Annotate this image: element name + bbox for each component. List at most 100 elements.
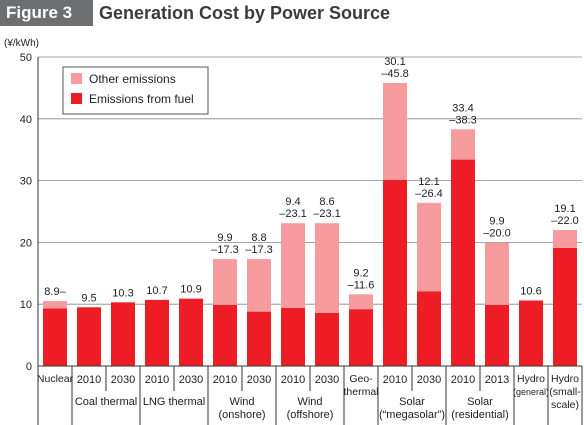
bar-fuel-nuclear — [43, 308, 67, 366]
data-label-hydro-general: 10.6 — [520, 285, 541, 297]
data-label-res-2013: 9.9 — [489, 215, 504, 227]
x-year-label: 2010 — [145, 374, 169, 386]
data-label-wind-on-2010: 9.9 — [217, 232, 232, 244]
y-tick-label: 50 — [20, 52, 32, 64]
x-year-label: 2010 — [383, 374, 407, 386]
x-year-label: 2010 — [451, 374, 475, 386]
x-year-label: 2030 — [417, 374, 441, 386]
bar-fuel-lng-2010 — [145, 299, 169, 366]
figure-badge: Figure 3 — [0, 0, 93, 26]
data-label-wind-off-2030: –23.1 — [313, 208, 341, 220]
bar-fuel-mega-2010 — [383, 179, 407, 366]
data-label-coal-2010: 9.5 — [81, 292, 96, 304]
bar-other-mega-2030 — [417, 202, 441, 292]
data-label-wind-on-2010: –17.3 — [211, 244, 239, 256]
bar-other-wind-on-2010 — [213, 259, 237, 305]
bar-other-wind-off-2010 — [281, 223, 305, 308]
bar-fuel-geothermal — [349, 309, 373, 366]
bar-fuel-lng-2030 — [179, 298, 203, 366]
x-year-label: 2010 — [281, 374, 305, 386]
bar-other-mega-2010 — [383, 82, 407, 180]
bar-fuel-wind-off-2010 — [281, 307, 305, 366]
x-category-label: Solar — [467, 396, 493, 408]
bar-fuel-res-2013 — [485, 304, 509, 366]
bars — [43, 82, 577, 366]
bar-fuel-coal-2030 — [111, 302, 135, 366]
x-category-label: Wind — [229, 396, 254, 408]
bar-other-wind-off-2030 — [315, 223, 339, 313]
y-tick-label: 10 — [20, 299, 32, 311]
bar-fuel-wind-on-2010 — [213, 304, 237, 366]
x-category-label: Hydro — [517, 373, 545, 385]
x-category-label: Coal thermal — [75, 396, 137, 408]
bar-other-wind-on-2030 — [247, 259, 271, 312]
data-label-mega-2030: 12.1 — [418, 176, 439, 188]
bar-other-nuclear — [43, 301, 67, 309]
x-category-label: Nuclear — [37, 373, 74, 385]
y-tick-label: 20 — [20, 237, 32, 249]
x-year-label: 2030 — [179, 374, 203, 386]
data-label-lng-2010: 10.7 — [146, 285, 167, 297]
data-label-mega-2010: –45.8 — [381, 68, 409, 80]
legend: Other emissions Emissions from fuel — [62, 66, 209, 115]
x-year-label: 2010 — [213, 374, 237, 386]
x-year-label: 2030 — [111, 374, 135, 386]
legend-label-other: Other emissions — [89, 72, 176, 86]
data-label-geothermal: –11.6 — [348, 279, 375, 291]
chart-title: Generation Cost by Power Source — [99, 3, 391, 23]
x-category-label: (general) — [513, 387, 549, 397]
data-label-wind-off-2010: –23.1 — [279, 208, 307, 220]
data-label-wind-on-2030: 8.8 — [251, 232, 266, 244]
data-label-coal-2030: 10.3 — [112, 287, 133, 299]
bar-fuel-res-2010 — [451, 159, 475, 366]
y-axis-unit-label: (¥/kWh) — [4, 38, 39, 49]
x-year-label: 2013 — [485, 374, 509, 386]
y-tick-label: 40 — [20, 114, 32, 126]
x-category-label: Geo- — [349, 373, 373, 385]
bar-other-geothermal — [349, 294, 373, 310]
x-category-label: thermal — [343, 386, 378, 398]
x-year-label: 2010 — [77, 374, 101, 386]
bar-other-res-2010 — [451, 129, 475, 160]
data-label-wind-on-2030: –17.3 — [245, 244, 273, 256]
x-category-label: (onshore) — [218, 409, 265, 421]
y-tick-label: 30 — [20, 176, 32, 188]
x-category-label: (residential) — [451, 409, 508, 421]
legend-label-fuel: Emissions from fuel — [89, 92, 194, 106]
x-category-label: LNG thermal — [143, 396, 205, 408]
y-tick-label: 0 — [26, 361, 32, 373]
data-label-hydro-small: 19.1 — [554, 203, 575, 215]
x-year-label: 2030 — [315, 374, 339, 386]
x-category-label: Hydro — [551, 373, 579, 385]
x-category-label: (small- — [549, 386, 581, 398]
x-category-label: Wind — [297, 396, 322, 408]
legend-box — [62, 66, 209, 115]
legend-swatch-other — [71, 73, 82, 84]
x-category-label: scale) — [551, 399, 579, 411]
data-label-geothermal: 9.2 — [353, 267, 368, 279]
bar-fuel-coal-2010 — [77, 307, 101, 366]
data-label-res-2010: 33.4 — [452, 102, 473, 114]
bar-other-hydro-small — [553, 230, 577, 248]
bar-fuel-wind-off-2030 — [315, 312, 339, 366]
bar-fuel-wind-on-2030 — [247, 311, 271, 366]
bar-fuel-mega-2030 — [417, 291, 441, 366]
data-labels: 8.9–9.5 10.3 10.7 10.99.9–17.38.8–17.39.4–2… — [44, 56, 578, 304]
data-label-hydro-small: –22.0 — [551, 215, 579, 227]
data-label-lng-2030: 10.9 — [180, 284, 201, 296]
data-label-res-2013: –20.0 — [483, 227, 511, 239]
x-category-label: (offshore) — [287, 409, 334, 421]
x-category-label: Solar — [399, 396, 425, 408]
data-label-nuclear: 8.9– — [44, 286, 66, 298]
category-axis-labels: 2010 2030 2010 2030 2010 2030 2010 2030 2010 2030… — [37, 366, 583, 425]
x-category-label: (“megasolar”) — [379, 409, 445, 421]
data-label-mega-2010: 30.1 — [384, 56, 405, 68]
data-label-wind-off-2010: 9.4 — [285, 196, 300, 208]
bar-fuel-hydro-general — [519, 300, 543, 366]
x-year-label: 2030 — [247, 374, 271, 386]
data-label-res-2010: –38.3 — [449, 114, 477, 126]
data-label-mega-2030: –26.4 — [415, 188, 443, 200]
data-label-wind-off-2030: 8.6 — [319, 196, 334, 208]
bar-other-res-2013 — [485, 242, 509, 305]
